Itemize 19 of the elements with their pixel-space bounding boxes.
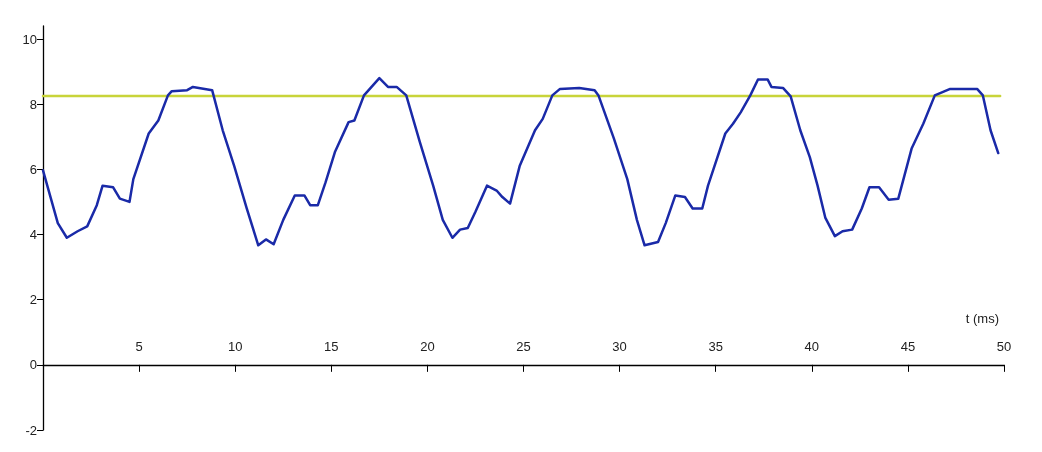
- x-tick-label: 20: [420, 338, 435, 354]
- x-tick-label: 5: [135, 338, 143, 354]
- y-tick-label: 6: [29, 161, 37, 177]
- line-series: [41, 76, 1000, 247]
- y-tick-label: 10: [22, 31, 37, 47]
- y-tick-label: -2: [25, 422, 37, 438]
- x-tick-label: 30: [612, 338, 627, 354]
- x-tick-label: 10: [227, 338, 243, 354]
- x-axis-title: t (ms): [965, 310, 999, 326]
- y-tick-label: 2: [29, 292, 37, 308]
- x-tick-label: 45: [900, 338, 916, 354]
- y-tick-label: 4: [29, 227, 37, 243]
- x-tick-label: 25: [516, 338, 531, 354]
- x-tick-label: 40: [804, 338, 820, 354]
- x-tick-label: 15: [324, 338, 339, 354]
- y-tick-label: 0: [29, 357, 37, 373]
- y-tick-label: 8: [29, 96, 37, 112]
- x-tick-label: 50: [996, 338, 1012, 354]
- x-tick-label: 35: [708, 338, 723, 354]
